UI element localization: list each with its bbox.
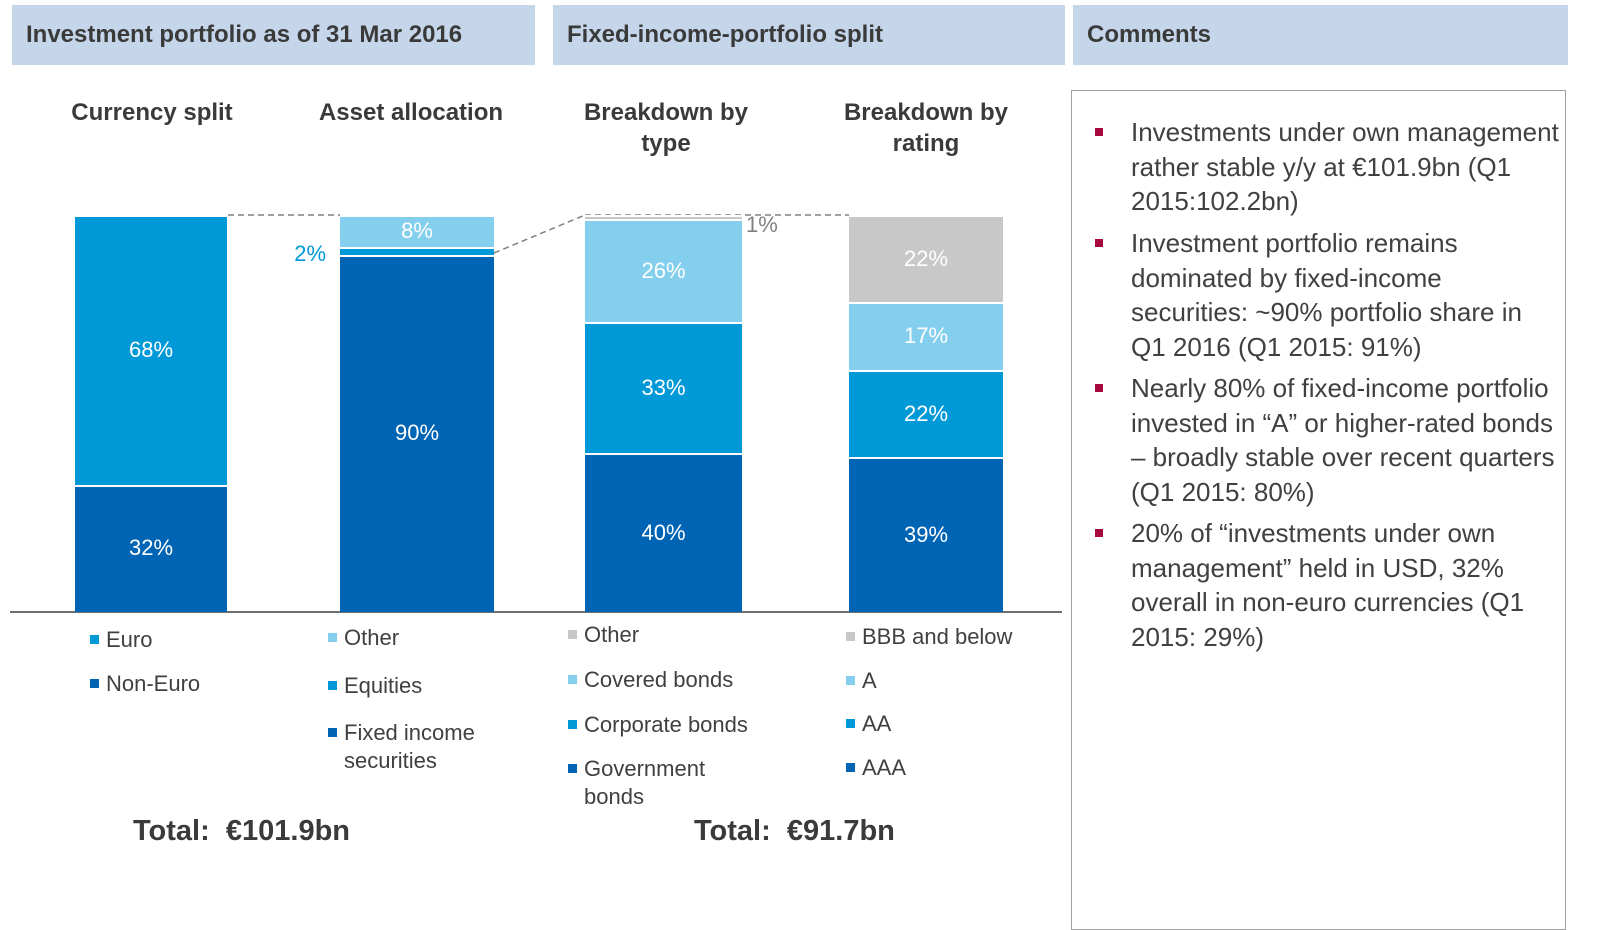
bar-segment bbox=[340, 215, 494, 247]
chart-title: Asset allocation bbox=[318, 99, 504, 126]
comment: Investments under own management rather … bbox=[1131, 117, 1559, 216]
bar-segment bbox=[585, 215, 742, 219]
value-label: 26% bbox=[641, 257, 686, 283]
chart-title: Currency split bbox=[71, 99, 233, 126]
bullet bbox=[1095, 384, 1103, 392]
legend-swatch bbox=[90, 679, 99, 688]
legend-swatch bbox=[328, 633, 337, 642]
value-label: 40% bbox=[641, 519, 686, 545]
bar-segment bbox=[849, 302, 1003, 370]
value-label: 1% bbox=[746, 211, 778, 237]
connector bbox=[493, 214, 586, 254]
bar-segment bbox=[849, 369, 1003, 458]
bar-segment bbox=[340, 246, 494, 255]
legend-swatch bbox=[568, 630, 577, 639]
legend-label: Covered bonds bbox=[584, 667, 734, 692]
bar-segment bbox=[585, 453, 742, 612]
section-header: Fixed-income-portfolio split bbox=[553, 5, 1065, 65]
legend-label: Other bbox=[584, 622, 640, 647]
legend-label: Non-Euro bbox=[106, 671, 201, 696]
comment: 20% of “investments under own management… bbox=[1131, 518, 1525, 652]
bar-segment bbox=[849, 457, 1003, 612]
bar-segment bbox=[849, 215, 1003, 303]
value-label: 68% bbox=[128, 336, 174, 362]
value-label: 33% bbox=[641, 374, 686, 400]
legend-label: AA bbox=[862, 711, 892, 736]
legend-swatch bbox=[328, 728, 337, 737]
legend-swatch bbox=[328, 681, 337, 690]
legend-label: AAA bbox=[862, 755, 907, 780]
total: Total: €91.7bn bbox=[694, 815, 895, 847]
value-label: 22% bbox=[903, 400, 949, 426]
bullet bbox=[1095, 529, 1103, 537]
legend-swatch bbox=[846, 763, 855, 772]
bar-segment bbox=[585, 218, 742, 323]
legend-label: Equities bbox=[344, 673, 423, 698]
legend-label: Fixed income securities bbox=[344, 720, 475, 773]
chart-title: Breakdown by rating bbox=[843, 99, 1009, 157]
legend-swatch bbox=[846, 719, 855, 728]
bullet bbox=[1095, 239, 1103, 247]
legend-swatch bbox=[568, 764, 577, 773]
legend-swatch bbox=[90, 635, 99, 644]
comment: Investment portfolio remains dominated b… bbox=[1131, 228, 1522, 362]
legend-label: Other bbox=[344, 625, 400, 650]
bar-segment bbox=[585, 322, 742, 454]
section-header: Comments bbox=[1073, 5, 1568, 65]
legend-swatch bbox=[568, 675, 577, 684]
comment: Nearly 80% of fixed-income portfolio inv… bbox=[1131, 373, 1555, 507]
value-label: 22% bbox=[903, 245, 949, 271]
section-header: Investment portfolio as of 31 Mar 2016 bbox=[12, 5, 535, 65]
bar-segment bbox=[75, 484, 227, 612]
value-label: 32% bbox=[128, 535, 174, 561]
legend-label: Euro bbox=[106, 627, 153, 652]
bar-segment bbox=[340, 254, 494, 612]
legend-swatch bbox=[568, 720, 577, 729]
value-label: 17% bbox=[903, 323, 949, 349]
total: Total: €101.9bn bbox=[133, 815, 351, 847]
value-label: 2% bbox=[294, 240, 326, 266]
value-label: 8% bbox=[401, 217, 433, 243]
legend-swatch bbox=[846, 676, 855, 685]
legend-swatch bbox=[846, 632, 855, 641]
legend-label: Corporate bonds bbox=[584, 712, 748, 737]
bar-segment bbox=[75, 215, 227, 485]
value-label: 39% bbox=[903, 521, 949, 547]
chart-title: Breakdown by type bbox=[583, 99, 749, 157]
legend-label: A bbox=[862, 668, 877, 693]
bullet bbox=[1095, 128, 1103, 136]
value-label: 90% bbox=[394, 420, 440, 446]
legend-label: BBB and below bbox=[862, 624, 1013, 649]
legend-label: Government bonds bbox=[584, 756, 706, 809]
